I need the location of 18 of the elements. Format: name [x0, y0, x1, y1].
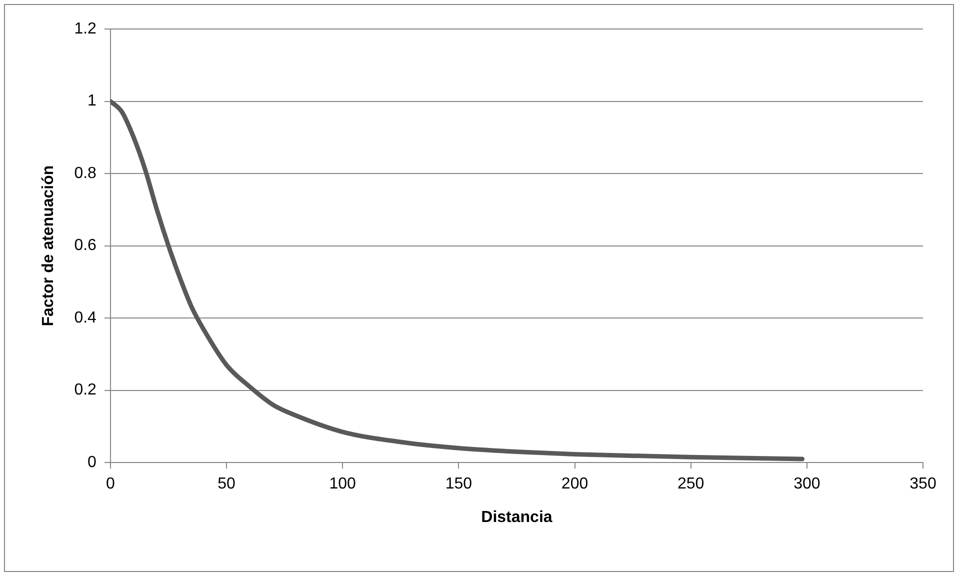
x-tick-label: 200: [561, 476, 588, 493]
y-tick-label: 0.2: [74, 382, 97, 399]
x-tick-label: 350: [910, 476, 936, 493]
x-tick-label: 100: [329, 476, 356, 493]
y-tick-label: 0.6: [74, 237, 97, 254]
y-tick-label: 0: [88, 454, 97, 472]
y-axis-title: Factor de atenuación: [40, 165, 58, 326]
x-tick-label: 150: [445, 476, 472, 493]
x-tick-label: 0: [106, 476, 115, 493]
x-tick-label: 50: [218, 476, 236, 493]
y-tick-label: 0.8: [74, 164, 97, 182]
line-series: [110, 99, 805, 462]
x-tick-label: 250: [677, 476, 704, 493]
y-tick-label: 1: [88, 92, 97, 110]
x-axis-title: Distancia: [481, 508, 552, 526]
y-tick-label: 1.2: [74, 20, 97, 38]
y-tick-label: 0.4: [74, 309, 97, 326]
x-tick-label: 300: [794, 476, 820, 493]
